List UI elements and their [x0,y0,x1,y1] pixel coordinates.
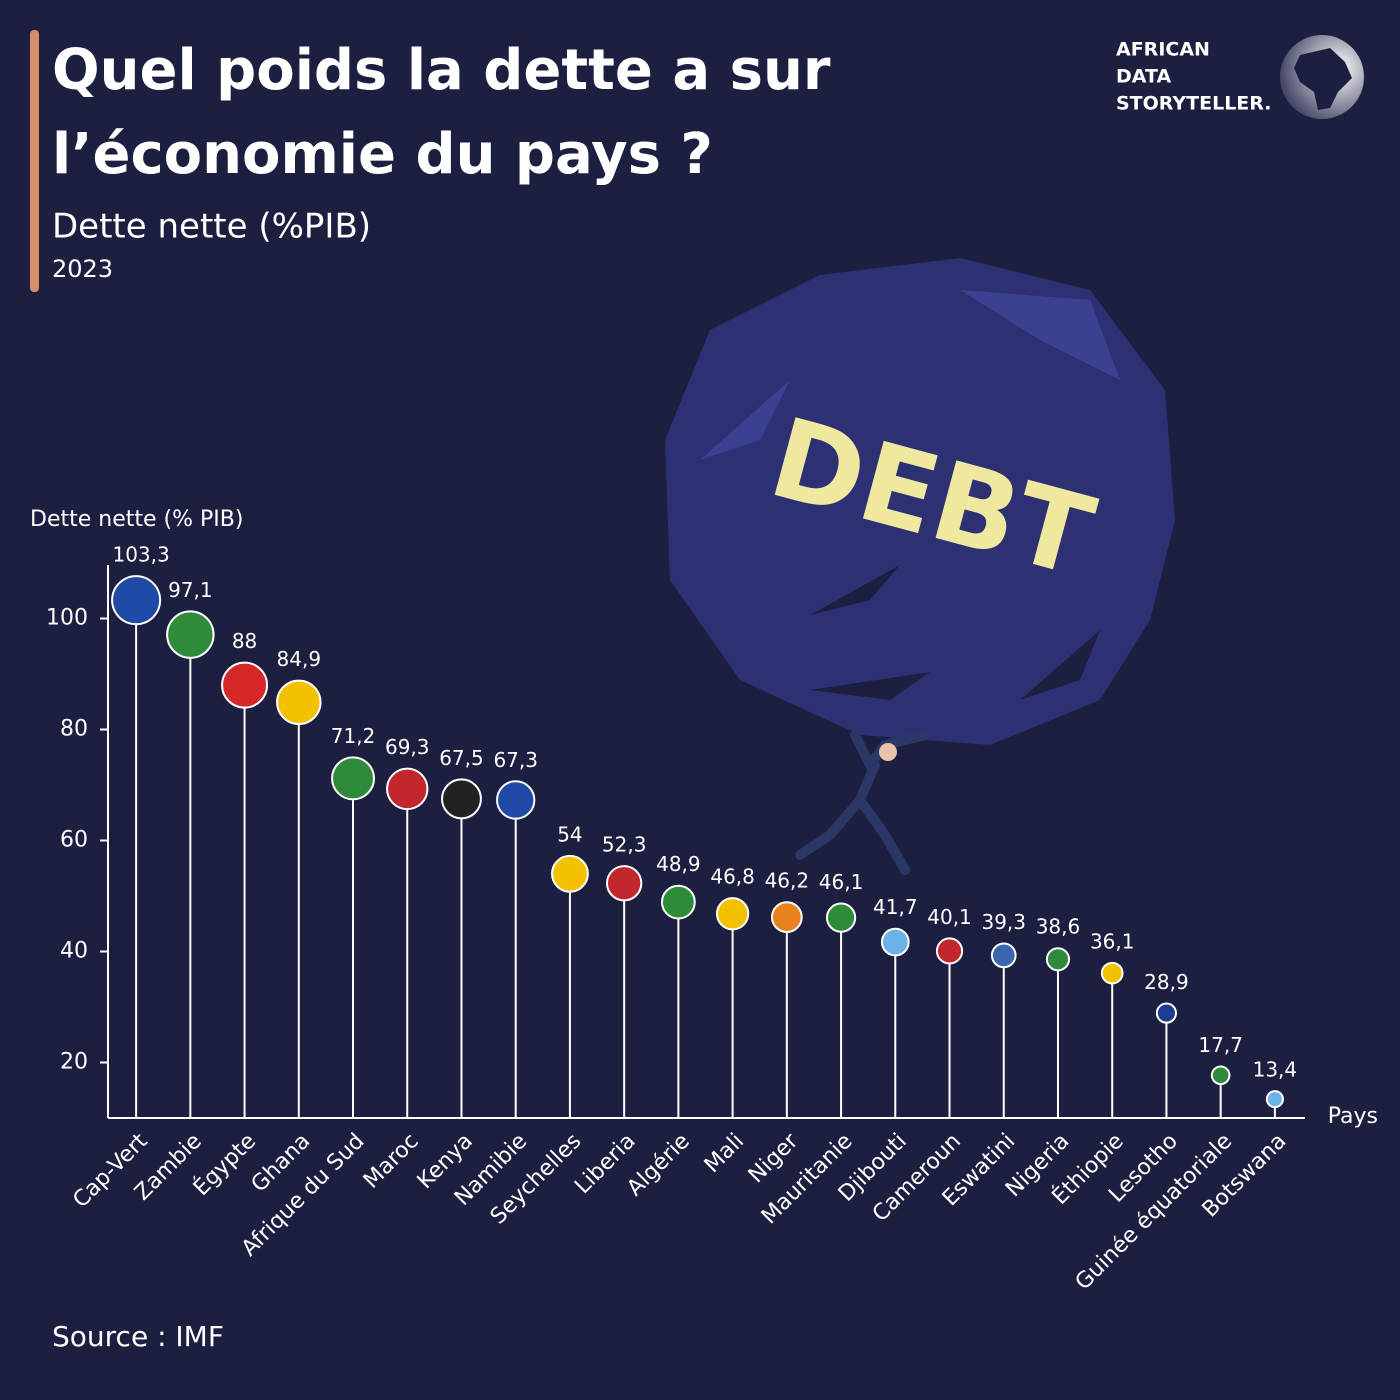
flag-marker [770,901,803,933]
logo-text: STORYTELLER. [1116,93,1271,115]
accent-bar [30,30,39,292]
logo-text: DATA [1116,66,1171,88]
subtitle: Dette nette (%PIB) [52,207,371,247]
flag-marker [605,865,643,902]
flag-marker [1100,961,1124,985]
value-label: 69,3 [385,735,430,759]
x-tick-label: Mali [700,1129,749,1178]
y-axis-label: Dette nette (% PIB) [30,507,243,532]
flag-marker [166,610,215,659]
value-label: 40,1 [927,905,972,929]
value-label: 54 [557,822,582,846]
value-label: 28,9 [1144,970,1189,994]
y-tick-label: 100 [46,606,88,631]
chart-title: Quel poids la dette a sur [52,38,831,103]
x-axis-label: Pays [1328,1104,1378,1129]
logo-text: AFRICAN [1116,39,1210,61]
value-label: 48,9 [656,852,701,876]
flag-marker [825,902,857,933]
flag-marker [935,937,964,965]
flag-marker [276,679,322,726]
person [795,730,930,875]
y-tick-label: 80 [60,717,88,742]
boulder [665,258,1175,745]
flag-marker [111,575,162,626]
value-label: 103,3 [112,543,169,567]
flag-marker [660,884,696,920]
illustration: DEBT [665,258,1175,875]
value-label: 17,7 [1198,1033,1243,1057]
flag-marker [551,854,589,893]
value-label: 41,7 [873,895,918,919]
flag-marker [496,780,536,820]
value-label: 46,1 [819,870,864,894]
value-label: 67,5 [439,746,484,770]
y-tick-label: 20 [60,1050,88,1075]
year: 2023 [52,255,113,283]
source: Source : IMF [52,1320,224,1353]
boulder-crack [810,565,900,615]
flag-marker [386,767,429,811]
value-label: 13,4 [1253,1058,1298,1082]
flag-marker [221,661,269,709]
y-tick-label: 60 [60,828,88,853]
flag-marker [1210,1065,1231,1086]
flag-marker [990,942,1017,969]
value-label: 52,3 [602,833,647,857]
flag-marker [715,897,750,931]
person-head [879,743,897,761]
value-label: 46,8 [710,865,755,889]
value-label: 39,3 [981,910,1026,934]
y-tick-label: 40 [60,939,88,964]
flag-marker [1265,1090,1284,1109]
value-label: 38,6 [1036,915,1081,939]
value-label: 97,1 [168,578,213,602]
value-label: 71,2 [331,724,376,748]
flag-marker [331,756,375,801]
boulder-crack [810,672,930,700]
chart-title: l’économie du pays ? [52,122,713,187]
value-label: 36,1 [1090,929,1135,953]
value-label: 46,2 [765,869,810,893]
logo-africa [1294,48,1352,110]
flag-marker [1045,947,1071,972]
boulder-crack [1020,630,1100,700]
boulder-facet [700,380,790,460]
flag-marker [441,778,482,820]
value-label: 67,3 [493,748,538,772]
x-tick-label: Cap-Vert [68,1129,152,1213]
flag-marker [1155,1002,1177,1024]
boulder-facet [960,290,1120,380]
value-label: 84,9 [277,647,322,671]
value-label: 88 [232,629,257,653]
x-tick-label: Maroc [359,1129,424,1194]
flag-marker [880,927,910,957]
